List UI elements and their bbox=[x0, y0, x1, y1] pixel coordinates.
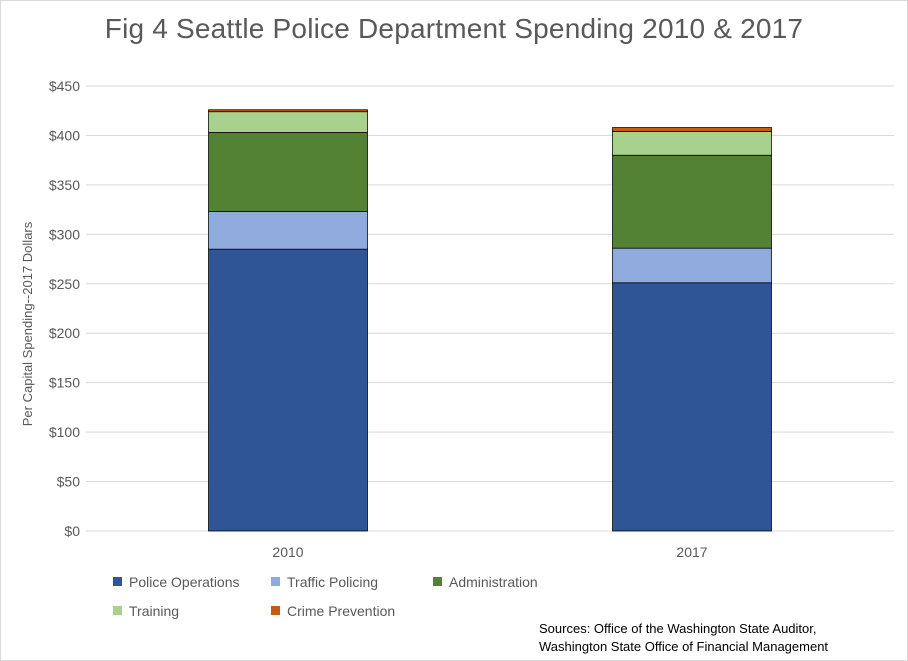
legend-item: Crime Prevention bbox=[271, 602, 433, 619]
bar-segment-crime-prevention-2017 bbox=[612, 127, 772, 132]
y-axis-label: Per Capital Spending--2017 Dollars bbox=[20, 221, 35, 426]
sources-line-1: Sources: Office of the Washington State … bbox=[539, 621, 817, 636]
legend-label: Crime Prevention bbox=[287, 602, 396, 619]
gridlines bbox=[86, 85, 894, 532]
bar-segment-training-2010 bbox=[208, 111, 368, 133]
bars bbox=[208, 109, 772, 532]
bar-segment-administration-2010 bbox=[208, 132, 368, 212]
bar-segment-police-operations-2017 bbox=[612, 282, 772, 532]
bar-segment-training-2017 bbox=[612, 131, 772, 156]
y-tick-label: $0 bbox=[64, 523, 80, 539]
legend-swatch bbox=[271, 577, 280, 586]
sources-note: Sources: Office of the Washington State … bbox=[539, 620, 828, 656]
x-tick-label: 2017 bbox=[676, 544, 707, 560]
chart-title: Fig 4 Seattle Police Department Spending… bbox=[104, 13, 804, 44]
y-tick-label: $250 bbox=[49, 276, 80, 292]
chart-plot: $0 $50 $100 $150 $200 $250 $300 $350 $400 $450 20… bbox=[20, 78, 894, 560]
y-tick-label: $150 bbox=[49, 375, 80, 391]
bar-segment-police-operations-2010 bbox=[208, 248, 368, 532]
y-tick-label: $200 bbox=[49, 325, 80, 341]
bar-segment-traffic-policing-2017 bbox=[612, 247, 772, 284]
y-tick-labels: $0 $50 $100 $150 $200 $250 $300 $350 $400 $450 bbox=[49, 78, 80, 539]
legend-item: Police Operations bbox=[113, 573, 271, 590]
legend-item: Training bbox=[113, 602, 271, 619]
legend-label: Training bbox=[129, 602, 180, 619]
legend-swatch bbox=[113, 577, 122, 586]
bar-segment-crime-prevention-2010 bbox=[208, 109, 368, 113]
legend-item: Traffic Policing bbox=[271, 573, 433, 590]
y-tick-label: $100 bbox=[49, 424, 80, 440]
legend: Police Operations Traffic Policing Adminis… bbox=[113, 573, 553, 619]
x-tick-labels: 2010 2017 bbox=[272, 544, 707, 560]
bar-segment-administration-2017 bbox=[612, 154, 772, 249]
x-tick-label: 2010 bbox=[272, 544, 303, 560]
bar-segment-traffic-policing-2010 bbox=[208, 211, 368, 250]
y-tick-label: $350 bbox=[49, 177, 80, 193]
y-tick-label: $50 bbox=[57, 474, 81, 490]
legend-label: Administration bbox=[449, 573, 538, 590]
legend-swatch bbox=[433, 577, 442, 586]
legend-swatch bbox=[271, 606, 280, 615]
legend-label: Police Operations bbox=[129, 573, 240, 590]
legend-item: Administration bbox=[433, 573, 551, 590]
y-tick-label: $400 bbox=[49, 127, 80, 143]
legend-label: Traffic Policing bbox=[287, 573, 379, 590]
sources-line-2: Washington State Office of Financial Man… bbox=[539, 639, 829, 654]
legend-swatch bbox=[113, 606, 122, 615]
y-tick-label: $300 bbox=[49, 226, 80, 242]
y-tick-label: $450 bbox=[49, 78, 80, 94]
